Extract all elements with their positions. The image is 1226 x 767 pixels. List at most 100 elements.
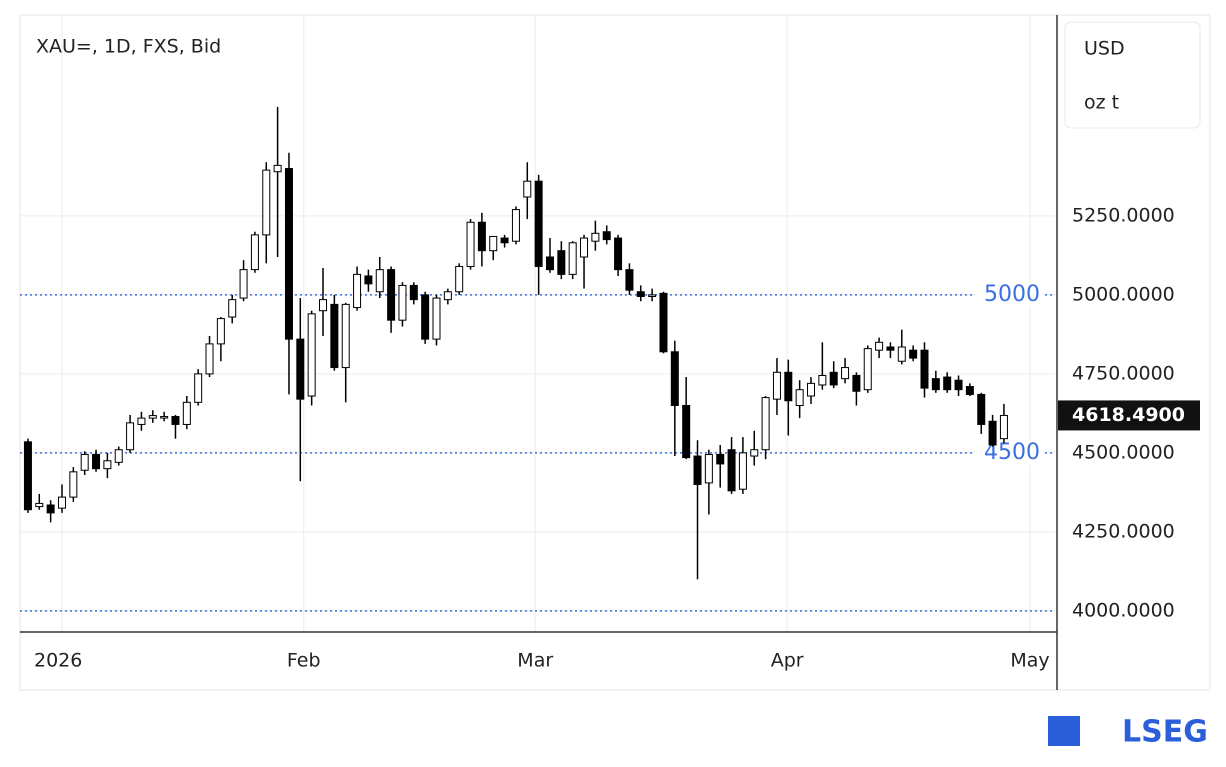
candle-body [69,471,78,498]
y-tick-label: 5000.0000 [1072,283,1175,305]
candle-body [602,231,611,241]
candle-body [636,291,645,297]
candle-body [432,297,441,340]
candle-body [409,284,418,301]
unit-label: oz t [1084,92,1119,114]
candle-body [670,351,679,406]
candle-body [205,343,214,375]
logo-icon [1048,716,1080,746]
candle-body [511,209,520,242]
candle-body [659,292,668,353]
candle-body [443,291,452,301]
candle-body [693,455,702,485]
candle-body [307,313,316,397]
candle-body [500,237,509,244]
candle-body [818,374,827,386]
reference-label: 5000 [984,282,1040,307]
candle-body [716,453,725,465]
candle-body [875,341,884,351]
candle-body [931,378,940,391]
candle-body [353,273,362,309]
unit-box [1064,21,1201,129]
candle-body [852,374,861,392]
candle-body [319,299,328,312]
candle-body [920,349,929,389]
candle-body [387,269,396,321]
candle-body [591,232,600,242]
candle-body [182,401,191,425]
candle-body [886,346,895,351]
chart-frame [19,14,1211,691]
y-tick-label: 4750.0000 [1072,362,1175,384]
candle-body [863,348,872,391]
candle-body [580,237,589,258]
candle-body [148,415,157,419]
candle-body [750,449,759,457]
candle-body [250,234,259,271]
candle-body [375,269,384,293]
candle-body [772,371,781,400]
y-tick-label: 4000.0000 [1072,599,1175,621]
candle-body [897,346,906,362]
y-tick-label: 5250.0000 [1072,204,1175,226]
candle-body [682,404,691,459]
candle-body [194,373,203,403]
candle-body [761,397,770,451]
candle-body [625,269,634,291]
candle-body [954,379,963,391]
candle-body [330,303,339,369]
candle-body [727,449,736,492]
candle-body [489,235,498,252]
candle-body [171,416,180,425]
candle-body [807,382,816,397]
candle-body [909,349,918,359]
candle-body [943,376,952,391]
candle-body [296,338,305,400]
candle-body [545,256,554,271]
candle-body [568,242,577,275]
candle-body [273,164,282,173]
candle-body [364,275,373,285]
candle-body [988,420,997,446]
candle-body [557,250,566,275]
candle-body [92,453,101,470]
candle-body [114,449,123,463]
candle-body [784,371,793,402]
candle-body [57,496,66,509]
candle-body [284,168,293,340]
candle-body [160,416,169,419]
candle-body [228,299,237,318]
x-tick-label: Feb [287,650,321,672]
candle-body [534,180,543,267]
candle-body [398,284,407,321]
candle-body [103,460,112,470]
last-price-label: 4618.4900 [1072,404,1185,426]
candle-body [795,389,804,406]
candle-body [239,269,248,299]
candle-body [126,422,135,451]
reference-label-bg [975,440,1045,465]
candle-body [965,386,974,395]
candle-body [704,453,713,484]
candle-body [466,221,475,267]
candle-body [455,265,464,293]
candle-body [137,417,146,425]
candle-body [829,371,838,386]
x-tick-label: May [1010,650,1049,672]
candle-body [738,452,747,490]
candle-body [262,169,271,236]
candle-body [421,294,430,340]
x-tick-label: 2026 [34,650,82,672]
candle-body [841,367,850,380]
candle-body [999,414,1008,440]
y-tick-label: 4250.0000 [1072,520,1175,542]
candle-body [977,393,986,425]
x-tick-label: Mar [517,650,553,672]
unit-label: USD [1084,38,1125,60]
candle-body [35,502,44,508]
x-tick-label: Apr [771,650,804,672]
candle-body [477,221,486,252]
chart-title: XAU=, 1D, FXS, Bid [36,36,221,58]
candle-body [23,441,32,511]
